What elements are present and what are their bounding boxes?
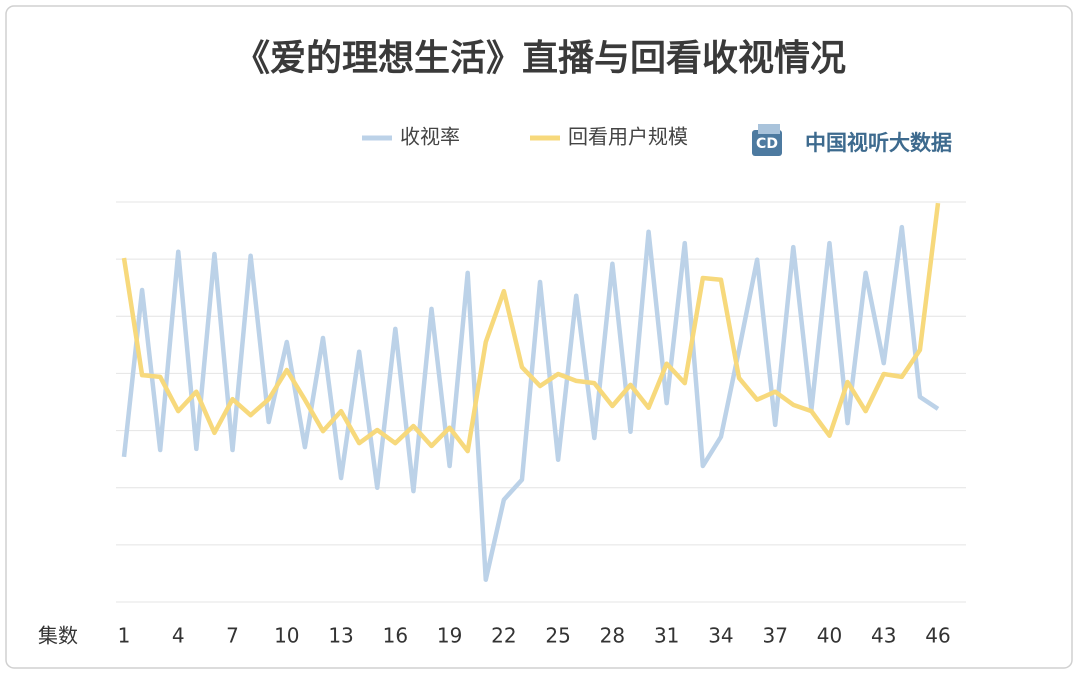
frame [5,5,1073,669]
chart-title: 《爱的理想生活》直播与回看收视情况 [234,38,846,79]
logo-icon [752,130,782,156]
x-tick-label: 34 [708,624,733,648]
x-tick-label: 40 [817,624,842,648]
line [121,202,941,454]
x-tick-label: 46 [925,624,950,648]
logo: CD [752,124,782,156]
x-tick-label: 1 [118,624,131,648]
x-tick-label: 37 [762,624,787,648]
legend-label: 回看用户规模 [568,125,688,149]
x-tick-label: 16 [383,624,408,648]
logo-icon: CD [756,136,778,152]
logo-icon [758,124,780,134]
x-axis-label: 集数 [38,624,78,648]
x-tick-label: 31 [654,624,679,648]
source: 中国视听大数据 [805,131,952,155]
x-tick-label: 10 [274,624,299,648]
x-tick-label: 13 [328,624,353,648]
x-tick-label: 19 [437,624,462,648]
x-tick-label: 22 [491,624,516,648]
x-tick-label: 43 [871,624,896,648]
x-tick-label: 25 [545,624,570,648]
legend-label: 收视率 [400,125,460,149]
line [121,224,940,582]
x-tick-label: 4 [172,624,185,648]
x-tick-label: 28 [600,624,625,648]
x-tick-label: 7 [226,624,239,648]
